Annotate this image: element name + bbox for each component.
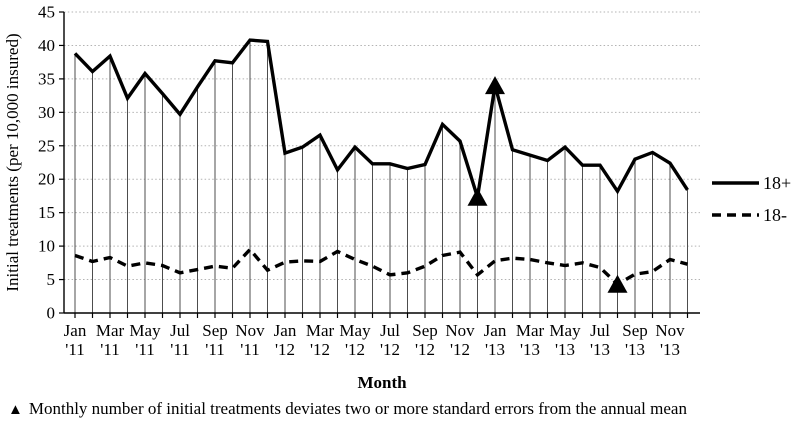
y-tick-label: 0 [47, 304, 56, 323]
triangle-marker-glyph: ▲ [8, 402, 23, 418]
x-tick-label-month: May [339, 321, 371, 340]
y-tick-label: 45 [38, 3, 55, 22]
x-tick-label-year: '13 [520, 340, 540, 359]
x-tick-label-month: Nov [655, 321, 685, 340]
x-tick-label-year: '13 [590, 340, 610, 359]
footnote-text: Monthly number of initial treatments dev… [28, 399, 687, 418]
x-tick-label-month: Nov [235, 321, 265, 340]
y-tick-label: 35 [38, 69, 55, 88]
x-tick-label-year: '12 [450, 340, 470, 359]
series-18minus-line [74, 246, 688, 287]
x-tick-label-month: Mar [306, 321, 335, 340]
x-tick-label-month: Jul [170, 321, 190, 340]
x-tick-label-month: Jul [380, 321, 400, 340]
x-tick-label-month: Mar [96, 321, 125, 340]
y-tick-label: 25 [38, 136, 55, 155]
legend-item-18plus: 18+ [712, 173, 791, 193]
x-tick-label-year: '11 [135, 340, 154, 359]
x-tick-label-month: Jan [274, 321, 297, 340]
x-tick-label-year: '11 [170, 340, 189, 359]
x-tick-label-month: Sep [622, 321, 648, 340]
x-tick-label-year: '13 [555, 340, 575, 359]
x-tick-label-year: '13 [485, 340, 505, 359]
x-tick-label-year: '12 [275, 340, 295, 359]
x-tick-label-month: Mar [516, 321, 545, 340]
x-tick-label-month: Jan [484, 321, 507, 340]
x-tick-label-month: Nov [445, 321, 475, 340]
y-tick-label: 15 [38, 203, 55, 222]
y-tick-label: 10 [38, 237, 55, 256]
x-tick-label-year: '11 [65, 340, 84, 359]
x-tick-label-year: '12 [380, 340, 400, 359]
y-tick-label: 20 [38, 170, 55, 189]
x-tick-label-year: '11 [205, 340, 224, 359]
y-axis-title: Initial treatments (per 10,000 insured) [3, 33, 22, 291]
x-tick-label-month: Jul [590, 321, 610, 340]
x-tick-label-year: '12 [310, 340, 330, 359]
y-tick-label: 40 [38, 36, 55, 55]
y-tick-label: 5 [47, 270, 56, 289]
x-tick-label-month: May [549, 321, 581, 340]
x-tick-label-year: '11 [100, 340, 119, 359]
y-tick-label: 30 [38, 103, 55, 122]
series-18plus-line [73, 38, 689, 198]
x-tick-label-year: '12 [345, 340, 365, 359]
footnote: ▲ Monthly number of initial treatments de… [8, 399, 788, 419]
x-tick-label-year: '11 [240, 340, 259, 359]
legend-item-18minus: 18- [712, 205, 787, 225]
deviation-marker [607, 274, 628, 293]
deviation-marker [485, 76, 505, 95]
x-tick-label-year: '13 [660, 340, 680, 359]
legend-label: 18- [763, 205, 787, 225]
x-tick-label-month: Jan [64, 321, 87, 340]
x-tick-label-year: '13 [625, 340, 645, 359]
x-tick-label-month: Sep [202, 321, 228, 340]
deviation-marker [467, 187, 488, 206]
x-tick-label-month: May [129, 321, 161, 340]
chart-canvas: 051015202530354045Jan'11Mar'11May'11Jul'… [3, 3, 791, 393]
legend-label: 18+ [763, 173, 791, 193]
x-tick-label-year: '12 [415, 340, 435, 359]
x-axis-title: Month [357, 373, 407, 392]
x-tick-label-month: Sep [412, 321, 438, 340]
